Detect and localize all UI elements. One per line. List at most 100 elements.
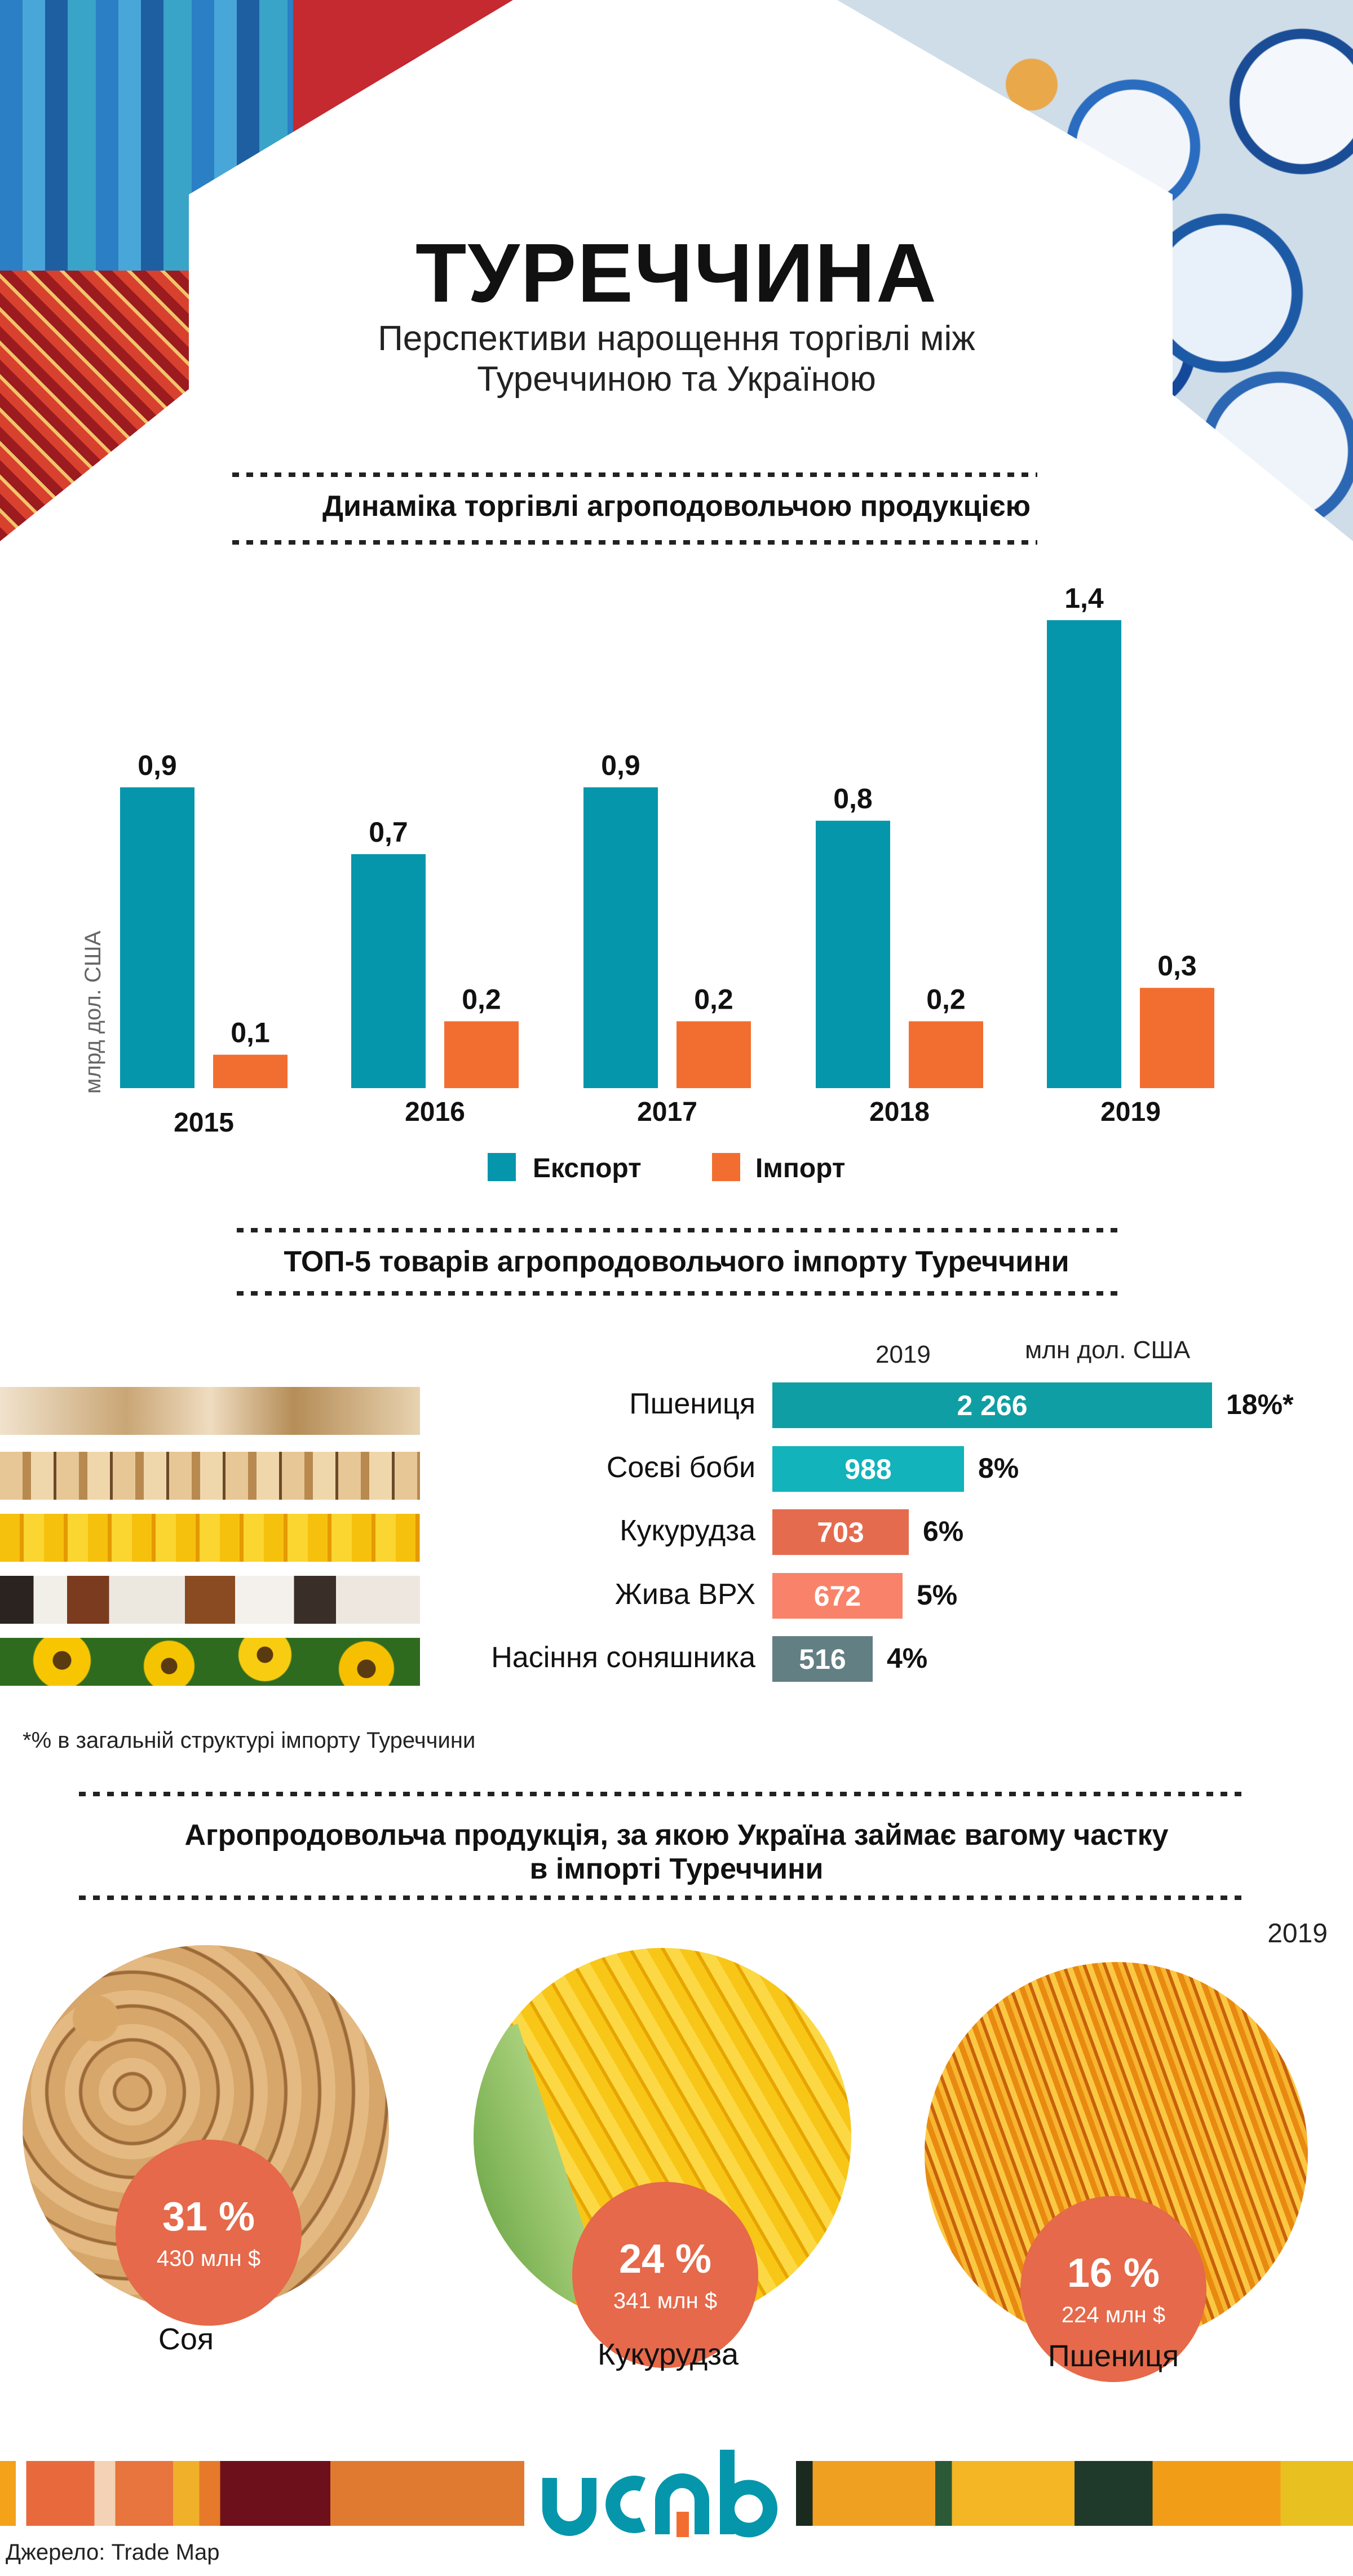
export-value-label-2016: 0,7 (369, 816, 408, 848)
photo-sunflowers (0, 1638, 420, 1686)
footer-photo-oranges-right (796, 2461, 1353, 2526)
share-amount: 430 млн $ (156, 2246, 261, 2271)
logo-accent-bar (676, 2512, 689, 2537)
export-bar-2016 (351, 854, 426, 1088)
export-value-label-2019: 1,4 (1064, 582, 1104, 614)
subtitle-line-1: Перспективи нарощення торгівлі між (378, 319, 975, 358)
legend-swatch-export (488, 1153, 516, 1181)
export-bar-2015 (120, 787, 194, 1088)
top5-category-label: Кукурудза (620, 1514, 755, 1547)
top5-bar-value: 672 (813, 1580, 861, 1612)
section-title-trade-dynamics: Динаміка торгівлі агроподовольчою продук… (322, 490, 1031, 523)
circle-photo-wheat (925, 1962, 1308, 2345)
legend-label-import: Імпорт (755, 1154, 845, 1183)
x-tick-label-2018: 2018 (869, 1097, 930, 1127)
divider-dashed (232, 472, 1037, 477)
top5-bar-value: 516 (799, 1643, 846, 1675)
export-value-label-2018: 0,8 (833, 783, 873, 815)
top5-bar: 988 (772, 1446, 964, 1492)
logo-letter-b (720, 2450, 777, 2538)
y-axis-label: млрд дол. США (81, 931, 105, 1094)
section-title-shares-line-2: в імпорті Туреччини (529, 1853, 824, 1885)
x-tick-label-2019: 2019 (1100, 1097, 1161, 1127)
share-amount: 224 млн $ (1061, 2302, 1166, 2327)
section-title-shares: Агропродовольча продукція, за якою Украї… (0, 1818, 1353, 1886)
top5-bar-value: 2 266 (957, 1389, 1028, 1421)
top5-footnote: *% в загальній структурі імпорту Туреччи… (23, 1728, 476, 1753)
divider-dashed (232, 540, 1037, 545)
photo-corn (0, 1514, 420, 1562)
x-tick-label-2015: 2015 (174, 1108, 234, 1138)
top5-share-label: 18%* (1226, 1389, 1294, 1420)
top5-bar-value: 988 (844, 1453, 892, 1485)
source-note: Джерело: Trade Map (6, 2540, 220, 2565)
page-title: ТУРЕЧЧИНА (415, 227, 938, 320)
top5-share-label: 6% (923, 1515, 964, 1547)
import-value-label-2018: 0,2 (926, 983, 966, 1015)
share-badge-corn: 24 % 341 млн $ (572, 2182, 758, 2368)
import-bar-2016 (444, 1021, 519, 1088)
top5-bar: 516 (772, 1636, 873, 1682)
top5-category-label: Жива ВРХ (614, 1578, 755, 1611)
divider-dashed (237, 1291, 1125, 1296)
divider-dashed (237, 1228, 1125, 1232)
photo-soybeans (0, 1452, 420, 1500)
top5-share-label: 8% (978, 1452, 1019, 1484)
share-pct: 24 % (618, 2236, 712, 2282)
top5-category-label: Пшениця (629, 1388, 755, 1420)
ucab-logo (542, 2450, 777, 2538)
section-title-top5: ТОП-5 товарів агропродовольчого імпорту … (284, 1245, 1069, 1278)
import-bar-2017 (676, 1021, 751, 1088)
import-value-label-2019: 0,3 (1157, 950, 1197, 982)
chart-legend: Експорт Імпорт (488, 1153, 845, 1183)
share-amount: 341 млн $ (613, 2288, 718, 2313)
share-badge-soy: 31 % 430 млн $ (116, 2140, 302, 2326)
top5-category-label: Соєві боби (606, 1451, 755, 1484)
legend-swatch-import (712, 1153, 740, 1181)
import-value-label-2016: 0,2 (462, 983, 501, 1015)
circle-label-corn: Кукурудза (597, 2338, 739, 2371)
export-bar-2018 (816, 820, 890, 1088)
top5-share-label: 4% (887, 1642, 928, 1674)
page-subtitle: Перспективи нарощення торгівлі між Туреч… (0, 319, 1353, 400)
top5-bar-value: 703 (817, 1516, 864, 1548)
export-value-label-2017: 0,9 (601, 749, 640, 781)
section-title-shares-line-1: Агропродовольча продукція, за якою Украї… (184, 1819, 1169, 1852)
x-tick-label-2017: 2017 (637, 1097, 697, 1127)
import-value-label-2015: 0,1 (231, 1017, 270, 1049)
import-value-label-2017: 0,2 (694, 983, 733, 1015)
photo-cattle (0, 1576, 420, 1624)
shares-year: 2019 (1267, 1919, 1328, 1948)
top5-bar: 672 (772, 1573, 903, 1619)
export-value-label-2015: 0,9 (138, 749, 177, 781)
photo-wheat (0, 1387, 420, 1435)
top5-bar: 2 266 (772, 1382, 1212, 1428)
footer-photo-fruits-left (0, 2461, 524, 2526)
share-badge-wheat: 16 % 224 млн $ (1020, 2196, 1206, 2382)
import-bar-2019 (1140, 988, 1214, 1088)
export-bar-2017 (583, 787, 658, 1088)
import-bar-2018 (909, 1021, 983, 1088)
subtitle-line-2: Туреччиною та Україною (477, 360, 876, 399)
circle-label-soy: Соя (158, 2322, 214, 2356)
logo-letter-c (605, 2476, 646, 2533)
import-bar-2015 (213, 1054, 288, 1088)
divider-dashed (79, 1895, 1246, 1900)
divider-dashed (79, 1792, 1246, 1796)
x-tick-label-2016: 2016 (405, 1097, 465, 1127)
export-bar-2019 (1047, 620, 1121, 1088)
logo-letter-u (542, 2478, 596, 2536)
logo-letter-a (655, 2473, 709, 2534)
top5-year: 2019 (876, 1341, 931, 1368)
top5-share-label: 5% (917, 1579, 958, 1611)
circle-label-wheat: Пшениця (1047, 2339, 1179, 2373)
header-white-house-shape (0, 0, 1353, 541)
top5-unit: млн дол. США (1025, 1336, 1191, 1364)
trade-dynamics-chart: 0,9 0,1 2015 0,7 0,2 2016 0,9 0,2 2017 0,8 0,2 2018… (81, 582, 1214, 1183)
top5-bar: 703 (772, 1509, 909, 1555)
legend-label-export: Експорт (533, 1154, 642, 1183)
share-pct: 31 % (162, 2194, 255, 2239)
top5-category-label: Насіння соняшника (491, 1641, 755, 1674)
logo-mark (542, 2450, 777, 2538)
share-pct: 16 % (1067, 2250, 1160, 2296)
